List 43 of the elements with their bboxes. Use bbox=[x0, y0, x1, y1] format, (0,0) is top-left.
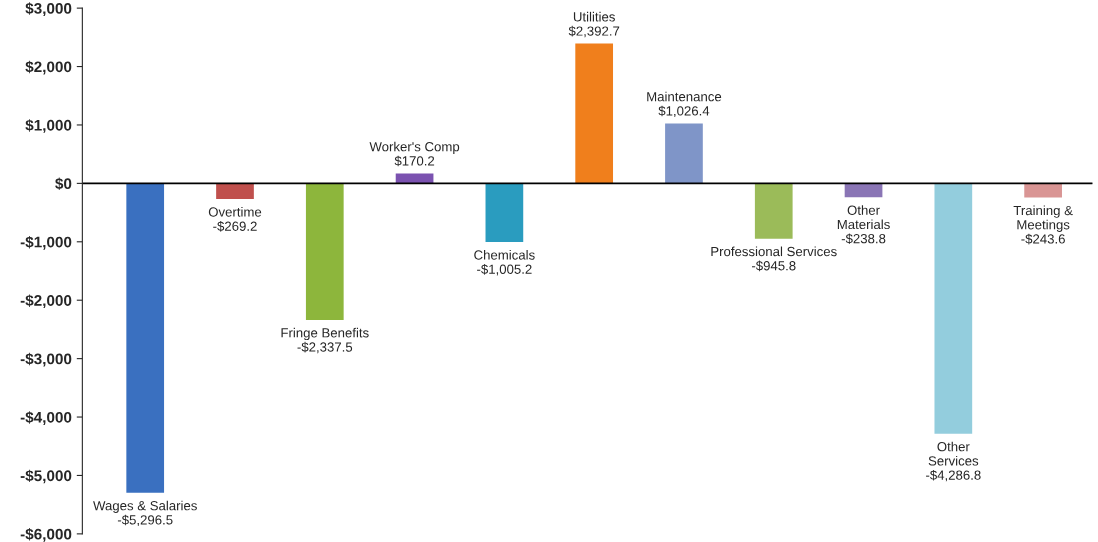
data-label: -$945.8 bbox=[751, 260, 796, 272]
bar bbox=[1024, 183, 1062, 198]
data-label: $170.2 bbox=[394, 155, 435, 167]
x-tick-label: Maintenance bbox=[647, 91, 722, 102]
bar bbox=[665, 123, 703, 184]
data-label: -$269.2 bbox=[213, 220, 257, 232]
y-tick-label: $3,000 bbox=[25, 2, 72, 17]
x-tick-label: Other Services bbox=[928, 441, 979, 466]
data-label: -$4,286.8 bbox=[926, 469, 981, 482]
bar bbox=[934, 183, 973, 434]
bar bbox=[844, 183, 883, 198]
bar bbox=[754, 183, 793, 239]
x-tick-label: Fringe Benefits bbox=[281, 327, 369, 341]
y-tick-label: $0 bbox=[55, 177, 72, 191]
y-tick-label: -$4,000 bbox=[20, 411, 72, 425]
y-tick-label: -$5,000 bbox=[20, 469, 72, 484]
bar bbox=[216, 183, 254, 200]
data-label: $2,392.7 bbox=[568, 25, 620, 38]
bar bbox=[575, 43, 614, 184]
y-tick-label: -$2,000 bbox=[20, 294, 72, 309]
x-tick-label: Training & Meetings bbox=[1013, 205, 1073, 232]
x-tick-label: Utilities bbox=[573, 11, 615, 22]
y-tick-label: $2,000 bbox=[25, 60, 72, 75]
x-tick-label: Wages & Salaries bbox=[93, 500, 197, 513]
bar bbox=[305, 183, 344, 320]
x-tick-label: Overtime bbox=[208, 206, 262, 217]
data-label: -$1,005.2 bbox=[477, 263, 532, 276]
data-label: -$243.6 bbox=[1021, 233, 1065, 245]
data-label: -$238.8 bbox=[841, 233, 886, 245]
x-tick-label: Worker's Comp bbox=[369, 141, 460, 154]
bar bbox=[485, 183, 524, 243]
data-label: -$5,296.5 bbox=[117, 514, 173, 527]
y-tick-label: -$1,000 bbox=[20, 235, 72, 250]
bar bbox=[395, 173, 434, 184]
x-tick-label: Professional Services bbox=[711, 246, 837, 257]
x-tick-label: Other Materials bbox=[837, 205, 890, 230]
data-label: $1,026.4 bbox=[658, 105, 710, 118]
y-tick-label: -$3,000 bbox=[20, 352, 72, 367]
bar bbox=[126, 183, 165, 493]
y-tick-label: $1,000 bbox=[25, 119, 72, 133]
data-label: -$2,337.5 bbox=[297, 341, 353, 354]
y-tick-label: -$6,000 bbox=[20, 528, 72, 542]
x-tick-label: Chemicals bbox=[474, 249, 535, 260]
